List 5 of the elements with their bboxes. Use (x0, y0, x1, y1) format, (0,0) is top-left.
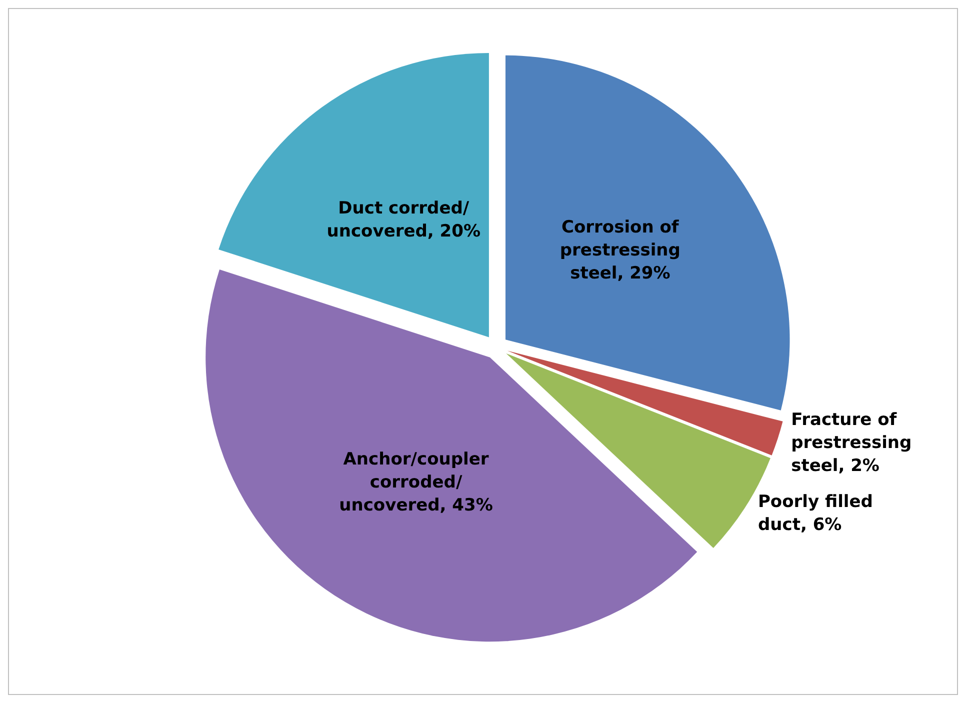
slice-label: Fracture of prestressing steel, 2% (791, 410, 912, 476)
slice-label: Anchor/coupler corroded/uncovered, 43% (339, 449, 493, 516)
slice-label: Corrosion of prestressing steel, 29% (560, 218, 680, 284)
slice-label: Duct corrded/uncovered, 20% (326, 198, 481, 242)
slice-label: Poorly filled duct, 6% (758, 492, 873, 535)
